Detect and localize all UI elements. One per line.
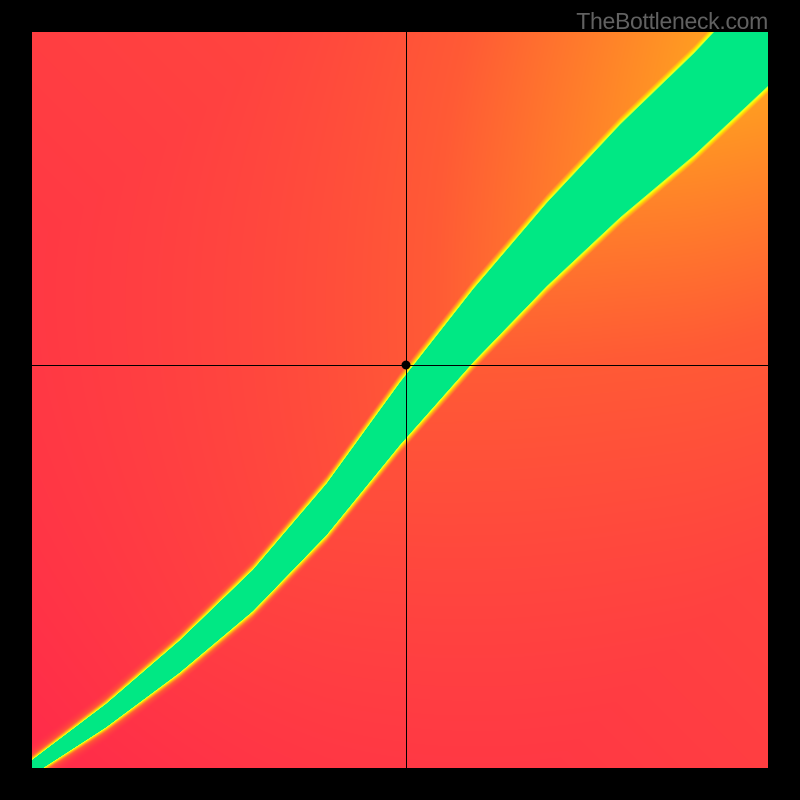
plot-area xyxy=(32,32,768,768)
heatmap-canvas xyxy=(32,32,768,768)
crosshair-horizontal xyxy=(32,365,768,366)
marker-dot xyxy=(401,360,410,369)
crosshair-vertical xyxy=(406,32,407,768)
watermark-text: TheBottleneck.com xyxy=(576,8,768,35)
chart-container: TheBottleneck.com xyxy=(0,0,800,800)
